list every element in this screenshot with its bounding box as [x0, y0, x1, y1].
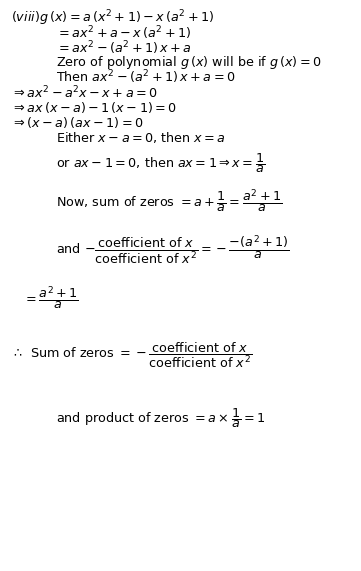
Text: Then $ax^2 - (a^2+1)\,x + a = 0$: Then $ax^2 - (a^2+1)\,x + a = 0$ — [56, 69, 235, 86]
Text: and $-\dfrac{\mathrm{coefficient\ of\ }x}{\mathrm{coefficient\ of\ }x^2} = -\dfr: and $-\dfrac{\mathrm{coefficient\ of\ }x… — [56, 234, 290, 267]
Text: $\Rightarrow (x-a)\,(ax-1) = 0$: $\Rightarrow (x-a)\,(ax-1) = 0$ — [11, 115, 143, 130]
Text: or $ax - 1 = 0$, then $ax = 1 \Rightarrow x = \dfrac{1}{a}$: or $ax - 1 = 0$, then $ax = 1 \Rightarro… — [56, 151, 265, 175]
Text: Either $x - a = 0$, then $x = a$: Either $x - a = 0$, then $x = a$ — [56, 130, 226, 144]
Text: Now, sum of zeros $= a + \dfrac{1}{a} = \dfrac{a^2+1}{a}$: Now, sum of zeros $= a + \dfrac{1}{a} = … — [56, 187, 282, 215]
Text: and product of zeros $= a \times \dfrac{1}{a} = 1$: and product of zeros $= a \times \dfrac{… — [56, 406, 265, 430]
Text: $\Rightarrow ax\,(x-a) -1\,(x-1) = 0$: $\Rightarrow ax\,(x-a) -1\,(x-1) = 0$ — [11, 100, 177, 115]
Text: $\Rightarrow ax^2 - a^2x - x + a = 0$: $\Rightarrow ax^2 - a^2x - x + a = 0$ — [11, 84, 158, 101]
Text: $(viii)g\,(x) = a\,(x^2+1) - x\,(a^2+1)$: $(viii)g\,(x) = a\,(x^2+1) - x\,(a^2+1)$ — [11, 9, 214, 28]
Text: $\therefore\,$ Sum of zeros $= -\dfrac{\mathrm{coefficient\ of\ }x}{\mathrm{coef: $\therefore\,$ Sum of zeros $= -\dfrac{\… — [11, 340, 252, 370]
Text: $= \dfrac{a^2+1}{a}$: $= \dfrac{a^2+1}{a}$ — [23, 284, 79, 312]
Text: Zero of polynomial $g\,(x)$ will be if $g\,(x) = 0$: Zero of polynomial $g\,(x)$ will be if $… — [56, 54, 322, 71]
Text: $= ax^2 + a - x\,(a^2+1)$: $= ax^2 + a - x\,(a^2+1)$ — [56, 25, 191, 42]
Text: $= ax^2 - (a^2+1)\,x + a$: $= ax^2 - (a^2+1)\,x + a$ — [56, 39, 192, 57]
